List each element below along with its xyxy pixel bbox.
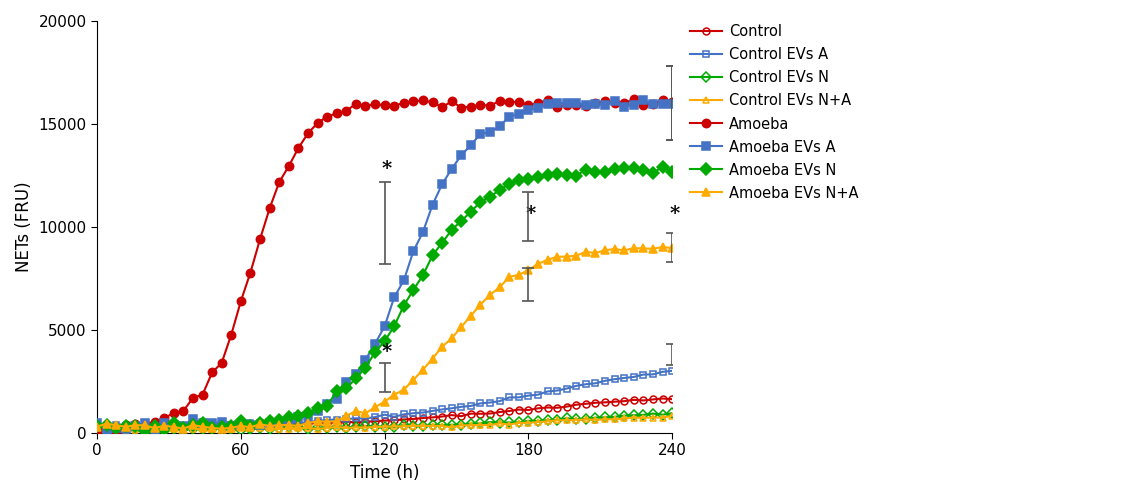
Control EVs A	[91, 423, 104, 429]
Control EVs A	[406, 410, 420, 416]
Amoeba	[397, 100, 411, 106]
Control EVs A	[100, 424, 113, 430]
Line: Amoeba EVs N: Amoeba EVs N	[93, 163, 677, 435]
Amoeba EVs A	[91, 420, 104, 426]
Legend: Control, Control EVs A, Control EVs N, Control EVs N+A, Amoeba, Amoeba EVs A, Am: Control, Control EVs A, Control EVs N, C…	[686, 20, 863, 205]
Control	[406, 416, 420, 422]
Amoeba EVs N	[138, 428, 151, 434]
Amoeba	[224, 331, 238, 337]
Control	[301, 420, 314, 426]
Amoeba EVs N+A	[598, 247, 611, 253]
Amoeba EVs N+A	[215, 426, 229, 432]
Control EVs N+A	[234, 425, 248, 431]
Amoeba EVs A	[636, 97, 650, 103]
Control	[656, 396, 670, 402]
Amoeba EVs N	[91, 423, 104, 429]
Line: Amoeba EVs A: Amoeba EVs A	[93, 95, 677, 439]
Control EVs N+A	[445, 424, 459, 430]
Amoeba EVs N+A	[445, 335, 459, 341]
Amoeba EVs N	[301, 410, 314, 416]
Control EVs N	[406, 423, 420, 429]
Control EVs N	[301, 426, 314, 432]
X-axis label: Time (h): Time (h)	[350, 464, 420, 482]
Control	[665, 396, 679, 402]
Control EVs N+A	[138, 427, 151, 433]
Control	[445, 412, 459, 418]
Line: Control EVs N: Control EVs N	[93, 410, 675, 433]
Amoeba EVs N+A	[301, 420, 314, 426]
Control	[91, 422, 104, 428]
Amoeba EVs A	[445, 166, 459, 172]
Amoeba	[589, 100, 603, 106]
Amoeba EVs A	[148, 431, 162, 437]
Amoeba	[665, 98, 679, 104]
Text: *: *	[381, 343, 393, 361]
Line: Amoeba EVs N+A: Amoeba EVs N+A	[93, 243, 677, 433]
Control EVs N+A	[665, 413, 679, 419]
Control EVs N+A	[598, 416, 611, 422]
Amoeba	[205, 369, 219, 375]
Amoeba	[435, 104, 449, 110]
Line: Control EVs A: Control EVs A	[93, 367, 675, 430]
Control EVs N	[598, 414, 611, 420]
Amoeba EVs N	[215, 424, 229, 430]
Amoeba EVs N+A	[205, 425, 219, 431]
Amoeba EVs A	[665, 101, 679, 107]
Amoeba EVs N	[665, 168, 679, 174]
Amoeba	[292, 145, 305, 151]
Amoeba EVs A	[234, 422, 248, 428]
Control EVs N+A	[91, 426, 104, 432]
Control EVs N	[665, 410, 679, 416]
Control EVs N+A	[406, 423, 420, 429]
Amoeba EVs N	[598, 169, 611, 175]
Y-axis label: NETs (FRU): NETs (FRU)	[15, 182, 33, 272]
Control EVs N+A	[301, 425, 314, 431]
Control EVs A	[215, 421, 229, 427]
Control EVs N	[234, 427, 248, 433]
Amoeba EVs N+A	[91, 424, 104, 430]
Amoeba EVs N	[656, 164, 670, 170]
Amoeba EVs N	[406, 287, 420, 293]
Amoeba EVs A	[301, 413, 314, 419]
Amoeba EVs N+A	[656, 244, 670, 250]
Amoeba EVs N	[445, 227, 459, 233]
Control EVs A	[445, 406, 459, 412]
Control EVs N	[91, 426, 104, 432]
Amoeba EVs N+A	[234, 423, 248, 429]
Amoeba EVs N+A	[665, 245, 679, 251]
Line: Control: Control	[93, 395, 675, 431]
Amoeba EVs N+A	[406, 377, 420, 383]
Amoeba EVs A	[598, 102, 611, 108]
Amoeba EVs N	[234, 417, 248, 423]
Amoeba EVs A	[406, 248, 420, 254]
Control	[119, 425, 132, 431]
Control EVs A	[234, 420, 248, 426]
Text: *: *	[381, 160, 393, 177]
Control EVs N	[100, 427, 113, 433]
Control EVs A	[665, 368, 679, 374]
Text: *: *	[526, 205, 536, 223]
Control EVs N	[215, 425, 229, 431]
Amoeba	[91, 427, 104, 433]
Control	[234, 423, 248, 429]
Amoeba	[627, 96, 641, 102]
Control EVs A	[598, 378, 611, 384]
Line: Control EVs N+A: Control EVs N+A	[93, 413, 675, 433]
Control EVs N	[445, 422, 459, 428]
Control	[598, 400, 611, 406]
Amoeba EVs A	[215, 419, 229, 425]
Line: Amoeba: Amoeba	[93, 95, 677, 435]
Text: *: *	[670, 205, 680, 223]
Control EVs N+A	[215, 425, 229, 431]
Control EVs A	[301, 419, 314, 425]
Control	[215, 422, 229, 428]
